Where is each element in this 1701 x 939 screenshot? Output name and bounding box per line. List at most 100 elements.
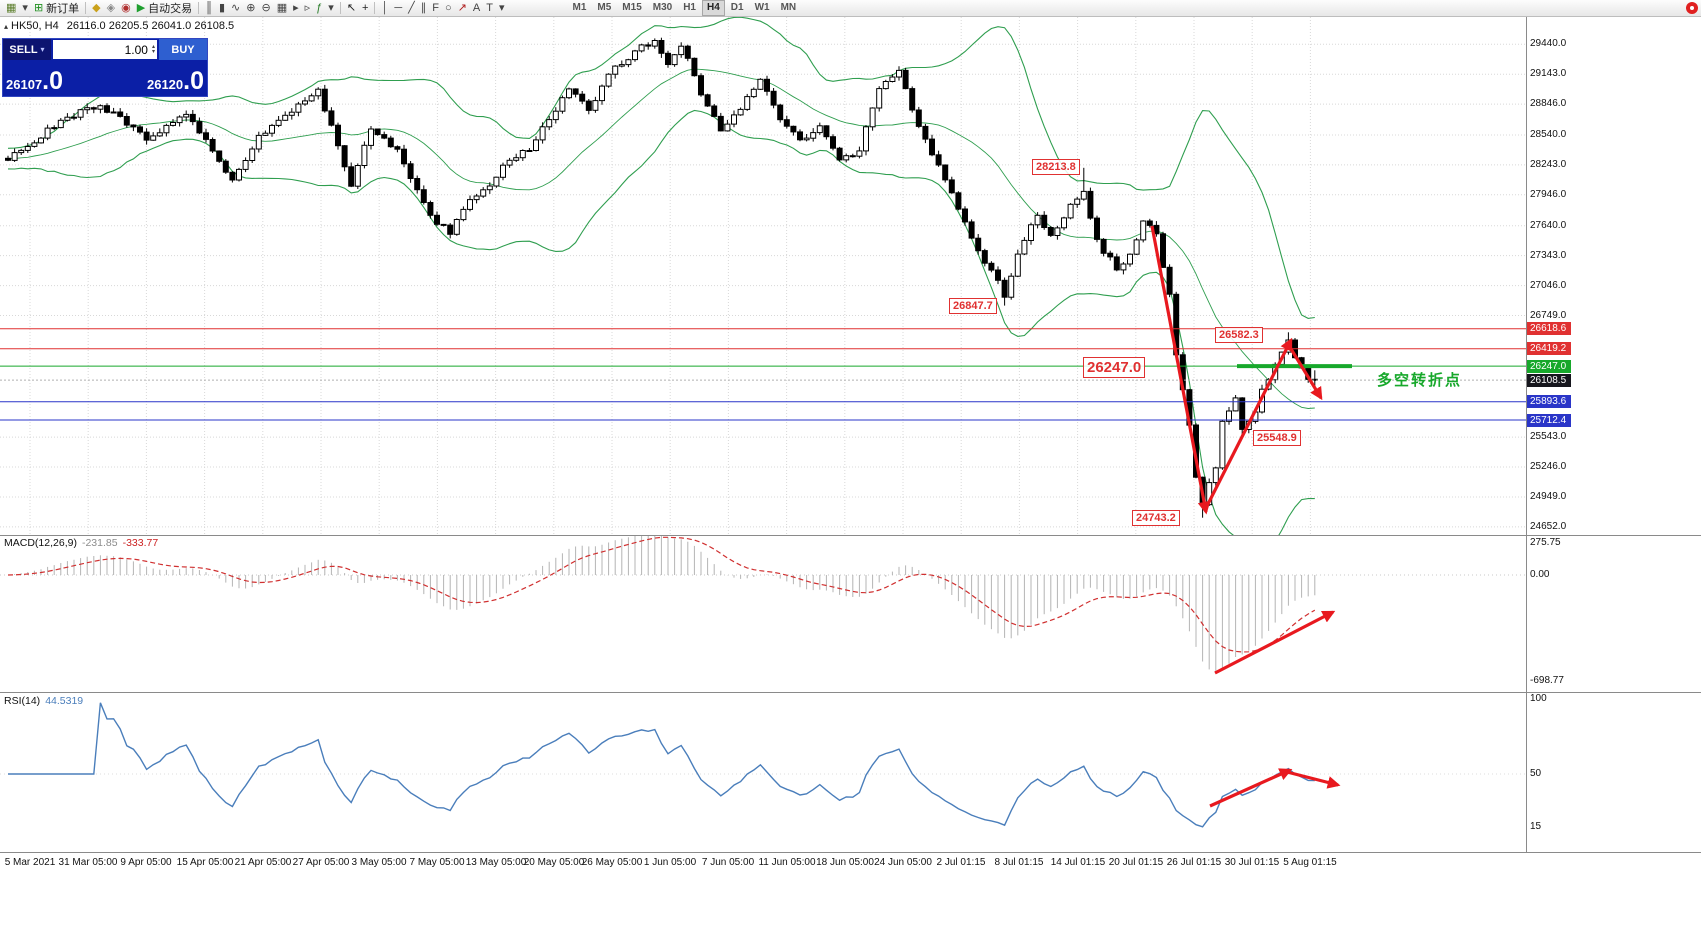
text-tool-icon: A xyxy=(472,1,481,14)
time-axis-tick: 20 Jul 01:15 xyxy=(1108,857,1164,868)
horizontal-line-icon: ─ xyxy=(394,1,403,14)
rsi-axis-tick: 100 xyxy=(1530,693,1547,704)
time-axis-tick: 26 Jul 01:15 xyxy=(1166,857,1222,868)
price-axis-tick: 27343.0 xyxy=(1530,250,1567,261)
macd-name: MACD(12,26,9) xyxy=(4,537,77,549)
time-axis-tick: 3 May 05:00 xyxy=(351,857,407,868)
one-click-trading-widget[interactable]: SELL ▾ 1.00 ▴ ▾ BUY 26107.0 26120.0 xyxy=(2,38,208,97)
new-chart-icon[interactable]: ▦ xyxy=(3,1,19,16)
macd-main-value: -231.85 xyxy=(81,537,118,549)
buy-price-main: 26120 xyxy=(146,77,184,92)
rsi-axis-tick: 50 xyxy=(1530,768,1542,779)
cursor-icon[interactable]: ↖ xyxy=(344,1,359,16)
timeframe-m1[interactable]: M1 xyxy=(572,2,587,13)
indicators-icon[interactable]: ƒ xyxy=(313,1,325,16)
chart-list-caret-icon[interactable]: ▾ xyxy=(19,1,31,16)
volume-field[interactable]: 1.00 ▴ ▾ xyxy=(53,40,157,59)
shapes-icon: ○ xyxy=(445,1,452,14)
volume-value[interactable]: 1.00 xyxy=(124,42,148,57)
time-axis-tick: 31 Mar 05:00 xyxy=(58,857,118,868)
sell-button[interactable]: SELL ▾ xyxy=(3,39,51,60)
trendline-icon[interactable]: ╱ xyxy=(405,1,418,16)
indicators-caret-icon[interactable]: ▾ xyxy=(325,1,337,16)
panel-separator[interactable] xyxy=(0,535,1701,536)
buy-button-label: BUY xyxy=(171,43,195,56)
new-order-button: ⊞ xyxy=(33,1,44,14)
macd-signal-value: -333.77 xyxy=(122,537,159,549)
label-tool-icon[interactable]: T xyxy=(483,1,496,16)
time-axis-tick: 5 Aug 01:15 xyxy=(1283,857,1337,868)
price-axis-tick: 27046.0 xyxy=(1530,280,1567,291)
text-tool-icon[interactable]: A xyxy=(470,1,483,16)
price-chart-canvas[interactable] xyxy=(0,17,1526,535)
volume-down-icon[interactable]: ▾ xyxy=(151,48,155,55)
time-axis[interactable]: 5 Mar 2021 31 Mar 05:00 9 Apr 05:00 15 Apr … xyxy=(0,853,1701,871)
price-axis-tick: 25543.0 xyxy=(1530,431,1567,442)
candlestick-type-icon[interactable]: ▮ xyxy=(216,1,228,16)
vertical-line-icon: │ xyxy=(381,1,389,14)
price-annotation[interactable]: 26582.3 xyxy=(1215,327,1263,343)
rsi-panel-canvas[interactable] xyxy=(0,693,1526,852)
timeframe-m30[interactable]: M30 xyxy=(652,2,673,13)
timeframe-w1[interactable]: W1 xyxy=(754,2,770,13)
timeframe-h1[interactable]: H1 xyxy=(683,2,696,13)
channel-icon[interactable]: ∥ xyxy=(418,1,430,16)
timeframe-buttons-group: M1 M5 M15 M30 H1 H4 D1 W1 MN xyxy=(567,0,801,16)
price-axis-tick: 24652.0 xyxy=(1530,521,1567,532)
rsi-axis-tick: 15 xyxy=(1530,821,1542,832)
timeframe-d1[interactable]: D1 xyxy=(730,2,744,13)
volume-up-icon[interactable]: ▴ xyxy=(151,43,155,50)
timeframe-m15[interactable]: M15 xyxy=(622,2,642,13)
price-axis-tick: 28540.0 xyxy=(1530,129,1567,140)
chart-shift-icon[interactable]: ▹ xyxy=(302,1,314,16)
volume-stepper[interactable]: ▴ ▾ xyxy=(151,43,155,55)
price-axis-border xyxy=(1526,17,1527,853)
time-axis-tick: 11 Jun 05:00 xyxy=(758,857,816,868)
time-axis-tick: 2 Jul 01:15 xyxy=(936,857,986,868)
price-annotation[interactable]: 26247.0 xyxy=(1083,357,1146,378)
chart-shift-icon: ▹ xyxy=(304,1,311,14)
alert-icon[interactable] xyxy=(1686,2,1698,14)
data-window-icon[interactable]: ◈ xyxy=(104,1,118,16)
tile-windows-icon: ▦ xyxy=(276,1,288,14)
price-annotation[interactable]: 24743.2 xyxy=(1132,510,1180,526)
sell-caret-icon: ▾ xyxy=(40,45,45,54)
sell-price: 26107.0 xyxy=(6,69,63,94)
new-order-button[interactable]: ⊞ 新订单 xyxy=(31,1,82,16)
fibonacci-icon[interactable]: F xyxy=(429,1,442,16)
horizontal-line-icon[interactable]: ─ xyxy=(391,1,405,16)
macd-panel-canvas[interactable] xyxy=(0,535,1526,692)
more-tools-caret-icon[interactable]: ▾ xyxy=(496,1,508,16)
zoom-in-icon[interactable]: ⊕ xyxy=(243,1,258,16)
price-annotation[interactable]: 28213.8 xyxy=(1032,159,1080,175)
navigator-icon[interactable]: ◉ xyxy=(118,1,134,16)
symbol-label: HK50, H4 xyxy=(11,20,59,32)
timeframe-m5[interactable]: M5 xyxy=(597,2,612,13)
price-annotation[interactable]: 26847.7 xyxy=(949,298,997,314)
buy-button[interactable]: BUY xyxy=(159,39,207,60)
price-level-box: 26419.2 xyxy=(1527,342,1571,355)
note-text[interactable]: 多空转折点 xyxy=(1377,372,1463,389)
vertical-line-icon[interactable]: │ xyxy=(378,1,391,16)
shapes-icon[interactable]: ○ xyxy=(442,1,455,16)
auto-scroll-icon[interactable]: ▸ xyxy=(290,1,302,16)
more-tools-caret-icon: ▾ xyxy=(498,1,505,14)
panel-separator[interactable] xyxy=(0,692,1701,693)
price-annotation[interactable]: 25548.9 xyxy=(1253,430,1301,446)
time-axis-tick: 5 Mar 2021 xyxy=(4,857,56,868)
autotrading-button[interactable]: ▶ 自动交易 xyxy=(134,1,195,16)
zoom-out-icon[interactable]: ⊖ xyxy=(258,1,273,16)
market-watch-icon[interactable]: ◆ xyxy=(89,1,103,16)
arrow-tool-icon[interactable]: ↗ xyxy=(455,1,470,16)
navigator-icon: ◉ xyxy=(121,1,131,14)
rsi-indicator-label: RSI(14) 44.5319 xyxy=(4,695,83,707)
channel-icon: ∥ xyxy=(420,1,427,14)
timeframe-h4[interactable]: H4 xyxy=(702,0,725,16)
bar-chart-type-icon[interactable]: ║ xyxy=(202,1,216,16)
tile-windows-icon[interactable]: ▦ xyxy=(274,1,290,16)
trendline-icon: ╱ xyxy=(408,1,415,14)
crosshair-icon[interactable]: + xyxy=(359,1,371,16)
line-chart-type-icon[interactable]: ∿ xyxy=(228,1,243,16)
timeframe-mn[interactable]: MN xyxy=(780,2,797,13)
